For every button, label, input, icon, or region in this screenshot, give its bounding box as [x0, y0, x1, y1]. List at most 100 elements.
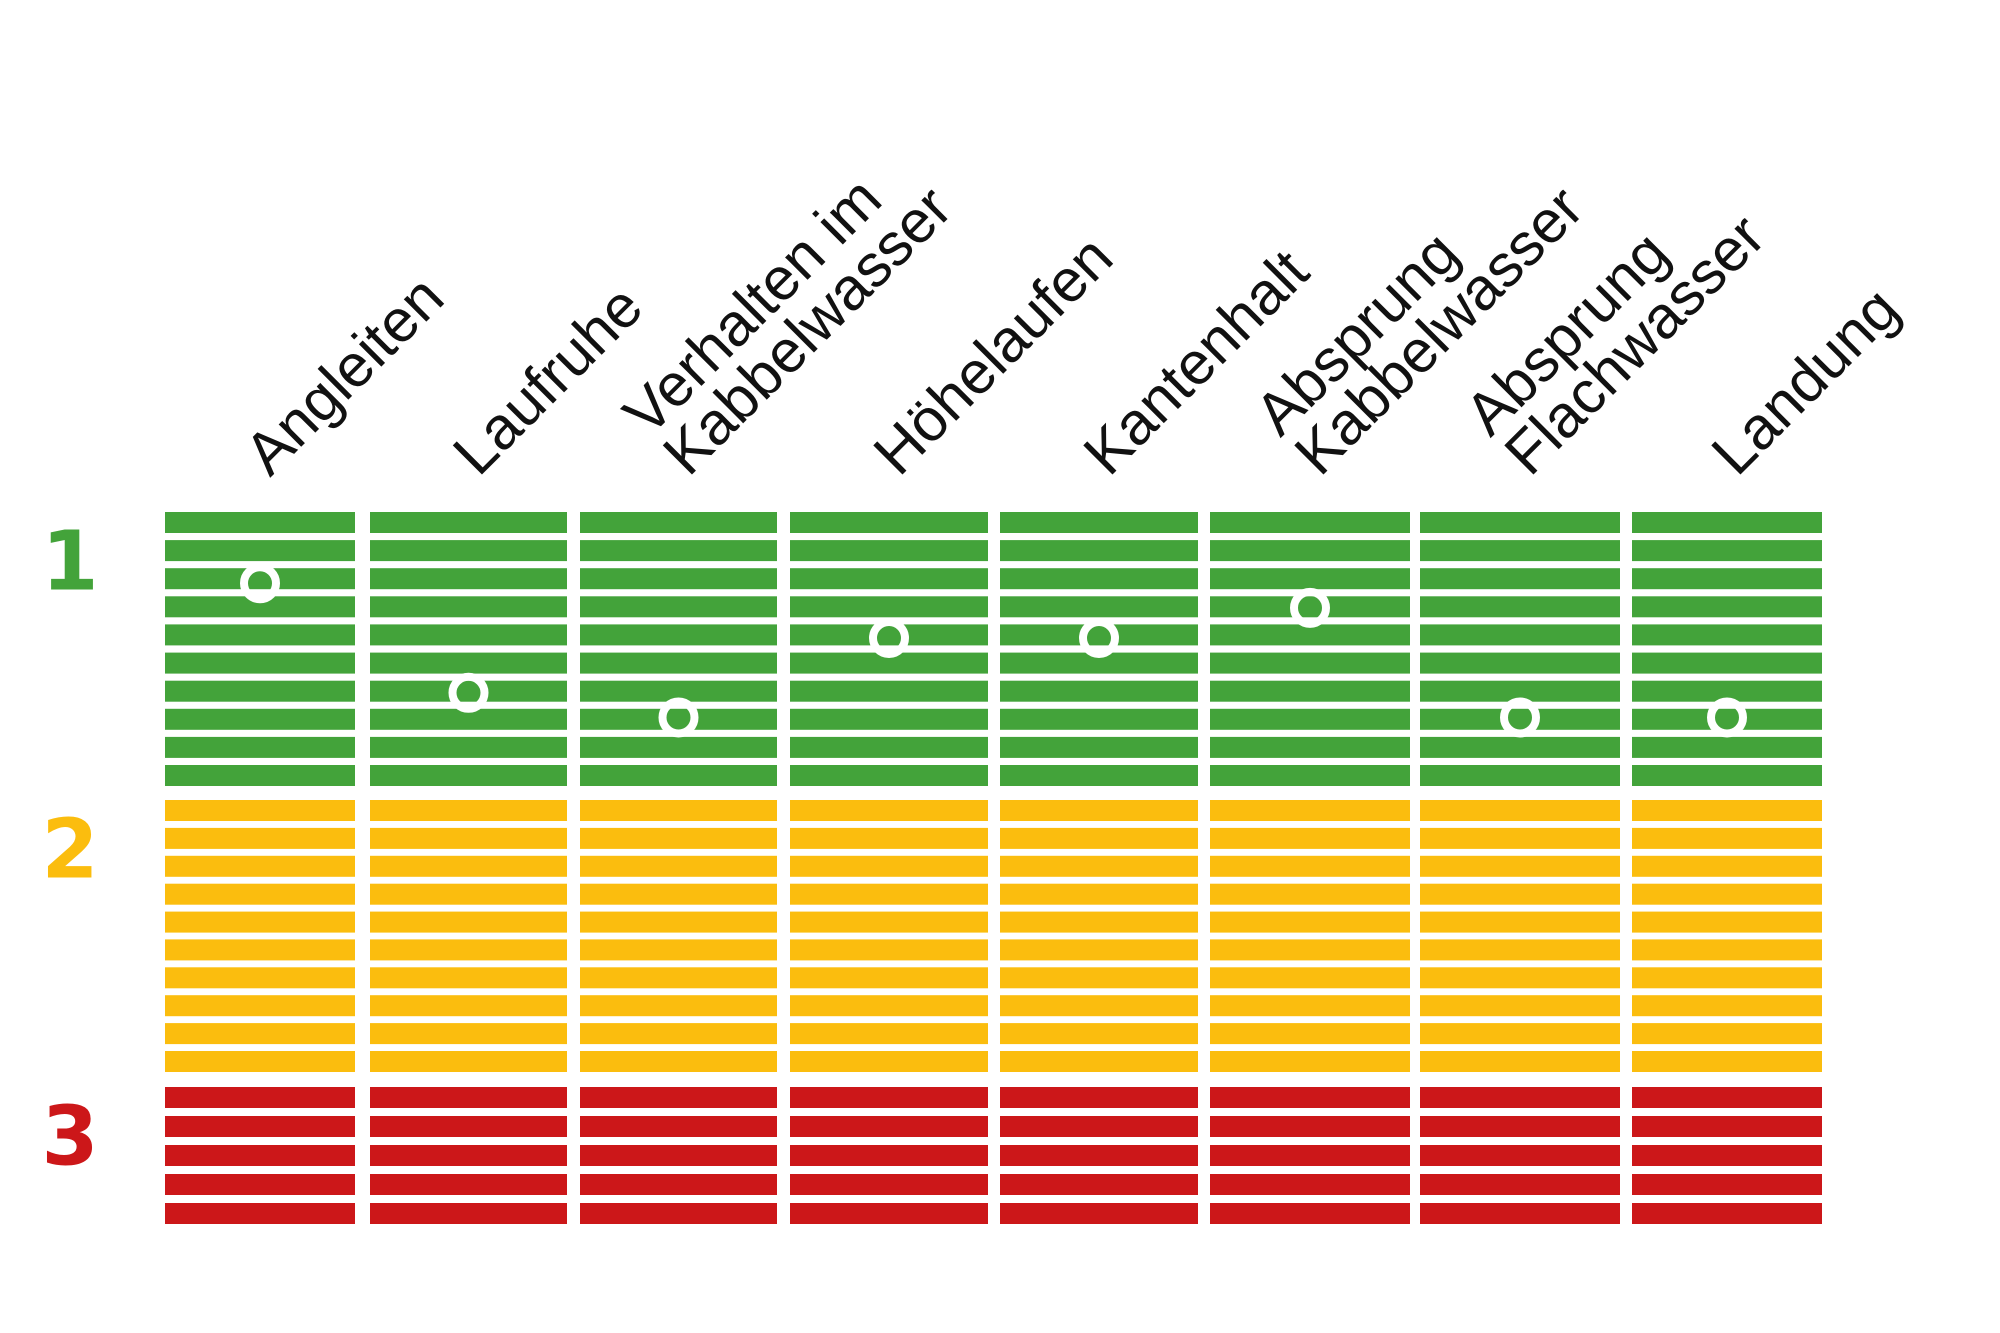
zone-2-stripe [1420, 995, 1620, 1017]
zone-2-stripe [165, 827, 355, 849]
zone-3-stripe [790, 1087, 988, 1108]
zone-2-stripe [370, 939, 567, 961]
zone-3-stripe [1632, 1116, 1822, 1137]
zone-1-stripe [580, 624, 777, 646]
zone-2-stripe [580, 883, 777, 905]
zone-label-1: 1 [41, 515, 98, 610]
zone-1-stripe [580, 765, 777, 786]
zone-1-stripe [1210, 765, 1410, 786]
zone-2-stripe [1000, 855, 1198, 877]
zone-2-stripe [1000, 1051, 1198, 1072]
zone-3-stripe [1000, 1116, 1198, 1137]
zone-1-stripe [165, 596, 355, 618]
zone-3-stripe [580, 1203, 777, 1224]
zone-1-stripe [790, 736, 988, 758]
zone-2-stripe [1210, 911, 1410, 933]
column-label: Landung [1699, 275, 1912, 488]
zone-2-stripe [1210, 995, 1410, 1017]
zone-1-stripe [1000, 680, 1198, 702]
zone-3-stripe [165, 1087, 355, 1108]
zone-1-stripe [1000, 512, 1198, 533]
zone-2-stripe [580, 911, 777, 933]
zone-1-stripe [1000, 596, 1198, 618]
zone-2-stripe [165, 800, 355, 821]
zone-2-stripe [165, 911, 355, 933]
zone-2-stripe [370, 995, 567, 1017]
zone-2-stripe [1420, 1051, 1620, 1072]
zone-2-stripe [790, 967, 988, 989]
zone-1-stripe [1000, 540, 1198, 562]
zone-1-stripe [1420, 568, 1620, 590]
zone-3-stripe [1420, 1145, 1620, 1166]
rating-marker [1707, 697, 1747, 738]
zone-2-stripe [1632, 800, 1822, 821]
zone-1-stripe [370, 708, 567, 730]
zone-2-stripe [1632, 911, 1822, 933]
zone-1-stripe [580, 596, 777, 618]
zone-3-stripe [370, 1087, 567, 1108]
zone-1-stripe [165, 680, 355, 702]
zone-1-stripe [1632, 512, 1822, 533]
zone-2-stripe [1000, 939, 1198, 961]
rating-stripes [165, 512, 1822, 1224]
zone-1-stripe [790, 540, 988, 562]
zone-3-stripe [165, 1116, 355, 1137]
zone-1-stripe [790, 652, 988, 674]
zone-2-stripe [1420, 911, 1620, 933]
zone-1-stripe [370, 765, 567, 786]
zone-1-stripe [1420, 540, 1620, 562]
zone-1-stripe [165, 540, 355, 562]
zone-2-stripe [1420, 967, 1620, 989]
zone-1-stripe [165, 512, 355, 533]
zone-2-stripe [1420, 939, 1620, 961]
zone-1-stripe [370, 624, 567, 646]
zone-1-stripe [1632, 736, 1822, 758]
zone-1-stripe [790, 624, 988, 646]
zone-2-stripe [165, 1051, 355, 1072]
zone-3-stripe [1000, 1145, 1198, 1166]
zone-2-stripe [1210, 1051, 1410, 1072]
zone-2-stripe [165, 855, 355, 877]
zone-1-stripe [790, 568, 988, 590]
zone-2-stripe [370, 911, 567, 933]
zone-3-stripe [1000, 1203, 1198, 1224]
zone-1-stripe [580, 680, 777, 702]
zone-2-stripe [370, 800, 567, 821]
zone-1-stripe [580, 708, 777, 730]
zone-2-stripe [580, 800, 777, 821]
zone-1-stripe [370, 736, 567, 758]
zone-3-stripe [1420, 1087, 1620, 1108]
zone-2-stripe [1420, 883, 1620, 905]
zone-2-stripe [1420, 827, 1620, 849]
zone-3-stripe [1420, 1203, 1620, 1224]
zone-3-stripe [1632, 1087, 1822, 1108]
zone-1-stripe [1420, 512, 1620, 533]
zone-3-stripe [1420, 1116, 1620, 1137]
rating-marker [1079, 618, 1119, 658]
zone-2-stripe [1632, 995, 1822, 1017]
zone-2-stripe [370, 855, 567, 877]
zone-3-stripe [1000, 1174, 1198, 1195]
zone-1-stripe [1210, 568, 1410, 590]
zone-1-stripe [1420, 736, 1620, 758]
zone-1-stripe [1632, 680, 1822, 702]
zone-2-stripe [165, 883, 355, 905]
zone-3-stripe [580, 1116, 777, 1137]
zone-2-stripe [1210, 827, 1410, 849]
zone-2-stripe [790, 911, 988, 933]
rating-marker [1290, 587, 1330, 628]
zone-1-stripe [1632, 596, 1822, 618]
zone-1-stripe [165, 568, 355, 590]
zone-3-stripe [790, 1116, 988, 1137]
zone-2-stripe [1000, 827, 1198, 849]
zone-3-stripe [1420, 1174, 1620, 1195]
zone-3-stripe [370, 1116, 567, 1137]
zone-label-3: 3 [41, 1090, 98, 1185]
zone-3-stripe [165, 1145, 355, 1166]
zone-2-stripe [790, 827, 988, 849]
zone-3-stripe [790, 1145, 988, 1166]
zone-1-stripe [165, 736, 355, 758]
zone-1-stripe [790, 596, 988, 618]
rating-marker [658, 697, 699, 738]
